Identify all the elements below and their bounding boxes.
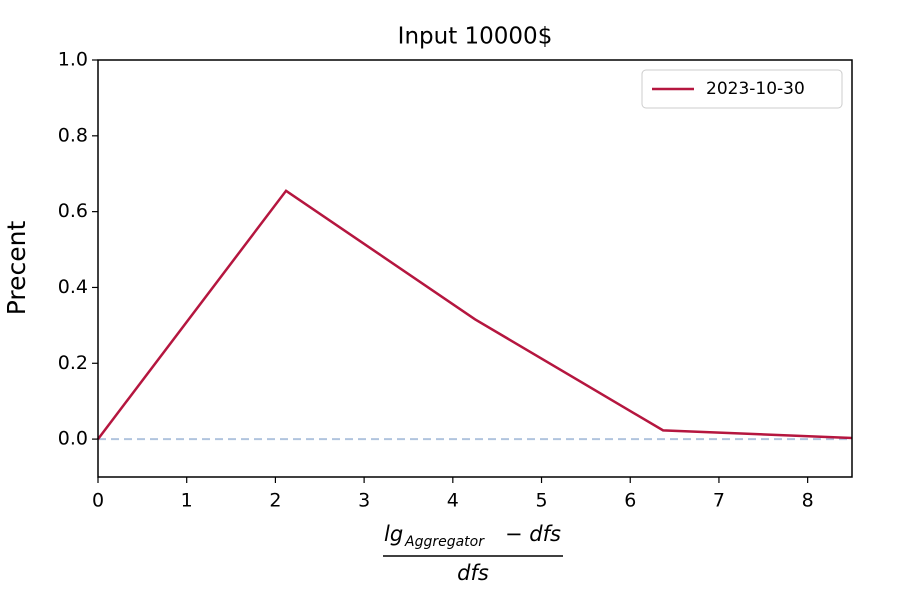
- x-axis-label: lg Aggregator − dfs dfs: [383, 522, 563, 585]
- y-tick-label: 0.6: [58, 200, 88, 222]
- x-label-rest: − dfs: [505, 522, 561, 546]
- y-tick-label: 0.0: [58, 428, 88, 450]
- x-label-sub: Aggregator: [404, 534, 485, 550]
- x-tick-label: 3: [358, 490, 370, 512]
- chart-title: Input 10000$: [398, 24, 553, 50]
- x-tick-label: 0: [92, 490, 104, 512]
- x-label-denominator: dfs: [457, 561, 489, 585]
- y-tick-label: 0.8: [58, 124, 88, 146]
- x-label-base: lg: [384, 522, 403, 546]
- legend-label: 2023-10-30: [706, 79, 805, 99]
- axes-frame: [97, 59, 853, 478]
- legend-box: [641, 69, 843, 109]
- y-tick-label: 0.4: [58, 276, 88, 298]
- x-tick-label: 6: [624, 490, 636, 512]
- x-tick-label: 8: [802, 490, 814, 512]
- x-tick-label: 5: [535, 490, 547, 512]
- data-line: [97, 189, 853, 440]
- y-tick-label: 1.0: [58, 49, 88, 71]
- x-tick-label: 2: [269, 490, 281, 512]
- x-tick-label: 4: [447, 490, 459, 512]
- x-tick-label: 1: [181, 490, 193, 512]
- x-tick-label: 7: [713, 490, 725, 512]
- y-tick-label: 0.2: [58, 352, 88, 374]
- y-axis-label: Precent: [2, 221, 31, 316]
